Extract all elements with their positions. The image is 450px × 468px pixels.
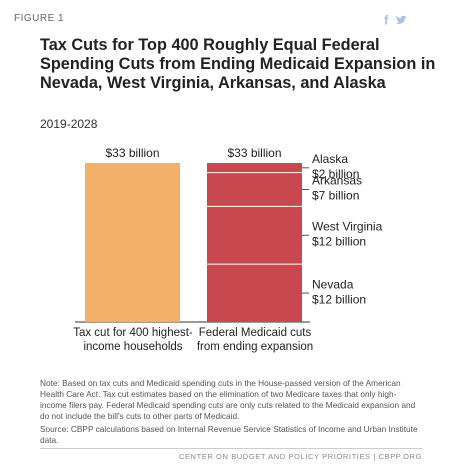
segment-name: West Virginia [312, 219, 383, 233]
twitter-icon[interactable] [396, 15, 407, 25]
bar-segment [207, 163, 302, 173]
category-label: Federal Medicaid cuts from ending expans… [196, 327, 314, 353]
social-icons: f [384, 12, 407, 27]
segment-value-label: $12 billion [312, 292, 366, 306]
chart-subtitle: 2019-2028 [40, 117, 98, 131]
value-label: $33 billion [227, 146, 281, 160]
footer: CENTER ON BUDGET AND POLICY PRIORITIES |… [178, 452, 422, 461]
bar [85, 163, 180, 322]
segment-name: Alaska [312, 152, 348, 166]
facebook-icon[interactable]: f [384, 12, 389, 27]
bar-segment [207, 206, 302, 265]
segment-value-label: $12 billion [312, 234, 366, 248]
figure-label: FIGURE 1 [14, 13, 65, 24]
note: Note: Based on tax cuts and Medicaid spe… [40, 378, 416, 421]
divider [40, 448, 422, 449]
segment-value-label: $2 billion [312, 167, 359, 181]
segment-name: Arkansas [312, 174, 362, 188]
value-label: $33 billion [105, 146, 159, 160]
category-label: Tax cut for 400 highest-income household… [73, 327, 193, 353]
chart-title: Tax Cuts for Top 400 Roughly Equal Feder… [40, 36, 436, 92]
segment-name: Nevada [312, 277, 354, 291]
bar-segment [207, 264, 302, 322]
segment-value-label: $7 billion [312, 189, 359, 203]
source: Source: CBPP calculations based on Inter… [40, 424, 418, 445]
bar-segment [207, 172, 302, 207]
